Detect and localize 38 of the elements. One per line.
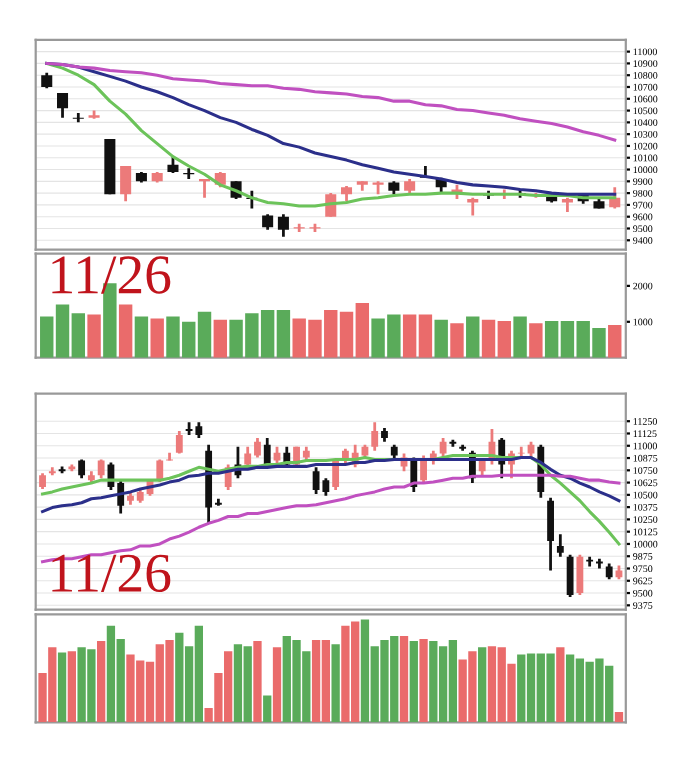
bar xyxy=(331,644,340,723)
candlestick xyxy=(576,553,584,597)
bar xyxy=(434,319,448,358)
bar xyxy=(450,323,464,358)
candlestick xyxy=(277,212,289,239)
bar xyxy=(272,647,282,723)
candlestick xyxy=(420,454,427,485)
bar xyxy=(513,316,527,358)
bar xyxy=(466,316,480,358)
bar xyxy=(213,319,228,358)
bar xyxy=(399,635,409,723)
bar xyxy=(253,641,262,723)
bar xyxy=(614,712,624,723)
line-series xyxy=(45,61,617,142)
bar xyxy=(87,314,101,358)
bar xyxy=(419,639,428,723)
bar xyxy=(134,316,149,358)
bar xyxy=(67,651,76,723)
bar xyxy=(97,641,106,723)
candlestick xyxy=(371,420,379,453)
candlestick xyxy=(175,429,183,456)
bar xyxy=(263,695,272,723)
bar xyxy=(478,647,487,723)
candlestick xyxy=(439,436,447,459)
annotation: 11/26 xyxy=(52,554,171,592)
candlestick xyxy=(556,532,564,559)
bar xyxy=(118,304,133,358)
bar xyxy=(608,325,622,358)
bar xyxy=(529,323,543,358)
bar xyxy=(409,641,418,723)
candlestick xyxy=(566,553,574,599)
annotation: 11/26 xyxy=(52,256,171,294)
bar xyxy=(57,652,67,723)
candlestick xyxy=(57,91,69,120)
bar xyxy=(556,647,565,723)
bar xyxy=(150,318,164,358)
candlestick xyxy=(547,496,554,572)
candlestick xyxy=(120,164,132,203)
